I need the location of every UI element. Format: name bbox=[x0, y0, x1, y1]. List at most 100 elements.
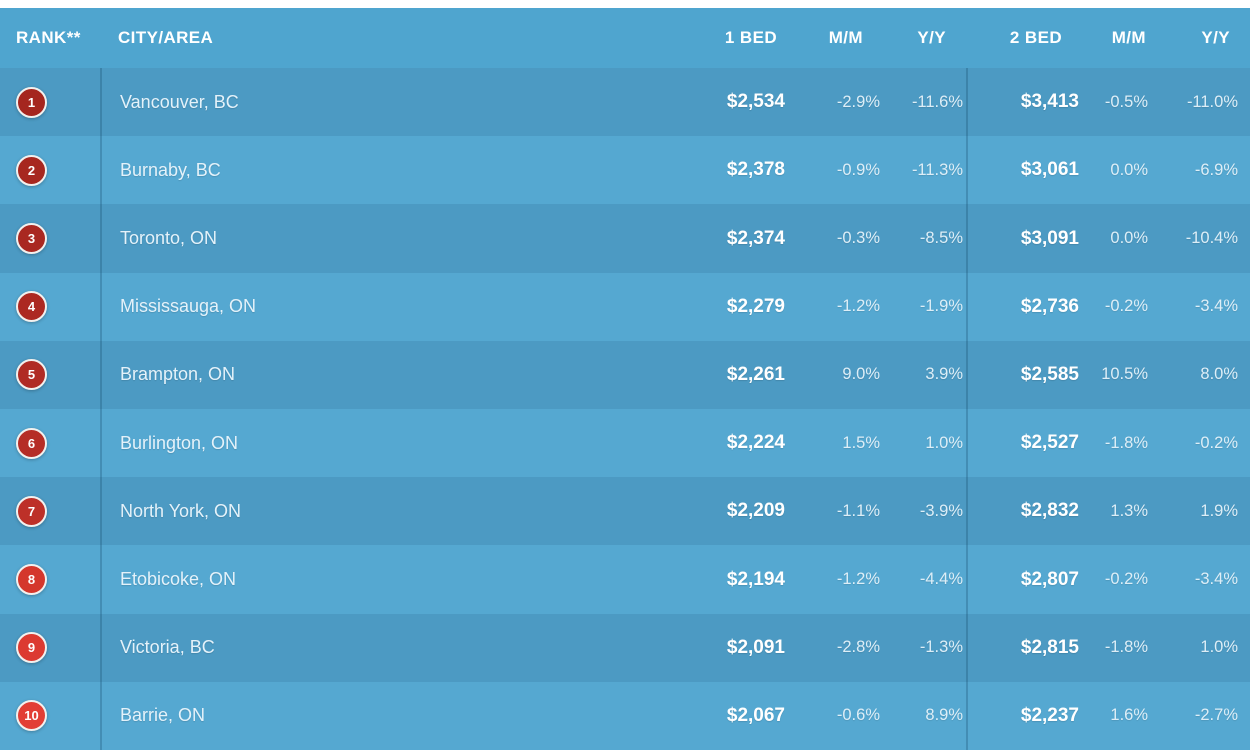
rank-number: 6 bbox=[27, 435, 36, 451]
one-bed-price: $2,209 bbox=[726, 500, 785, 522]
one-bed-yy-change-cell: 8.9% bbox=[880, 706, 966, 725]
one-bed-price-cell: $2,067 bbox=[640, 705, 785, 727]
two-bed-mm-change-cell: 1.6% bbox=[1081, 706, 1148, 725]
two-bed-yy-change-cell: -6.9% bbox=[1148, 161, 1250, 180]
one-bed-mm-change-cell: -0.6% bbox=[785, 706, 880, 725]
one-bed-price: $2,378 bbox=[726, 159, 785, 181]
two-bed-yy-change: -6.9% bbox=[1194, 160, 1238, 179]
two-bed-price-cell: $2,807 bbox=[966, 545, 1081, 614]
two-bed-yy-change-cell: -11.0% bbox=[1148, 93, 1250, 112]
rank-badge: 9 bbox=[16, 632, 47, 664]
two-bed-price: $3,413 bbox=[1020, 91, 1079, 113]
one-bed-yy-change: 3.9% bbox=[925, 365, 963, 384]
city-cell: Barrie, ON bbox=[100, 681, 640, 750]
table-body: 1 Vancouver, BC $2,534 -2.9% -11.6% $3,413 -0.… bbox=[0, 68, 1250, 750]
one-bed-yy-change: 8.9% bbox=[925, 706, 963, 725]
one-bed-yy-change: -8.5% bbox=[919, 229, 963, 247]
city-name: Etobicoke, ON bbox=[120, 569, 237, 590]
two-bed-price: $2,832 bbox=[1020, 500, 1079, 522]
city-cell: Brampton, ON bbox=[100, 340, 640, 410]
one-bed-mm-change-cell: -1.1% bbox=[785, 502, 880, 521]
two-bed-price-cell: $2,736 bbox=[966, 272, 1081, 341]
two-bed-yy-change: -10.4% bbox=[1185, 229, 1238, 247]
rank-number: 10 bbox=[24, 708, 39, 724]
rank-number: 9 bbox=[27, 640, 36, 656]
two-bed-price-cell: $2,815 bbox=[966, 613, 1081, 682]
one-bed-price: $2,374 bbox=[726, 227, 785, 249]
one-bed-mm-change: -0.6% bbox=[836, 706, 880, 725]
one-bed-mm-change: -2.9% bbox=[836, 92, 880, 111]
rank-badge: 6 bbox=[16, 427, 47, 459]
two-bed-mm-change-cell: 1.3% bbox=[1081, 502, 1148, 521]
rank-number: 8 bbox=[27, 572, 36, 588]
table-row: 9 Victoria, BC $2,091 -2.8% -1.3% $2,815 -1.8%… bbox=[0, 613, 1250, 682]
city-cell: Burlington, ON bbox=[100, 409, 640, 478]
two-bed-mm-change: -0.2% bbox=[1104, 570, 1148, 589]
one-bed-price: $2,067 bbox=[726, 704, 785, 726]
city-cell: North York, ON bbox=[100, 477, 640, 546]
one-bed-yy-change: -3.9% bbox=[919, 501, 963, 520]
city-name: Barrie, ON bbox=[120, 705, 206, 726]
two-bed-mm-change-cell: 10.5% bbox=[1081, 365, 1148, 384]
rank-cell: 1 bbox=[0, 86, 100, 118]
two-bed-mm-change: -0.2% bbox=[1104, 297, 1148, 316]
two-bed-yy-change-cell: -10.4% bbox=[1148, 229, 1250, 248]
one-bed-yy-change-cell: -1.3% bbox=[880, 638, 966, 657]
two-bed-price: $2,736 bbox=[1020, 295, 1079, 317]
two-bed-price: $2,585 bbox=[1020, 363, 1079, 385]
one-bed-yy-change-cell: -8.5% bbox=[880, 229, 966, 248]
one-bed-yy-change-cell: -1.9% bbox=[880, 297, 966, 316]
city-name: Toronto, ON bbox=[120, 228, 218, 248]
table-row: 1 Vancouver, BC $2,534 -2.9% -11.6% $3,413 -0.… bbox=[0, 68, 1250, 137]
one-bed-price: $2,534 bbox=[726, 91, 785, 113]
two-bed-price-cell: $2,237 bbox=[966, 681, 1081, 750]
column-header-1bed-yy: Y/Y bbox=[917, 28, 946, 47]
two-bed-price-cell: $2,585 bbox=[966, 340, 1081, 410]
rank-badge: 8 bbox=[16, 564, 47, 596]
column-header-rank: RANK** bbox=[16, 28, 81, 47]
table-row: 5 Brampton, ON $2,261 9.0% 3.9% $2,585 10.5% 8.… bbox=[0, 340, 1250, 410]
column-header-2bed-mm: M/M bbox=[1111, 28, 1146, 47]
rank-number: 1 bbox=[27, 94, 36, 110]
rank-badge: 3 bbox=[16, 223, 47, 254]
two-bed-yy-change: 1.0% bbox=[1200, 638, 1238, 657]
one-bed-mm-change: -1.2% bbox=[836, 297, 880, 316]
rank-badge: 5 bbox=[16, 359, 47, 391]
city-name: Brampton, ON bbox=[120, 364, 236, 385]
rank-cell: 2 bbox=[0, 154, 100, 186]
city-rent-table: RANK** CITY/AREA 1 BED M/M Y/Y 2 BED M/M… bbox=[0, 8, 1250, 750]
two-bed-yy-change: -11.0% bbox=[1186, 92, 1238, 111]
one-bed-mm-change: -1.2% bbox=[836, 570, 880, 589]
two-bed-mm-change: 10.5% bbox=[1101, 365, 1148, 384]
two-bed-yy-change-cell: 1.0% bbox=[1148, 638, 1250, 657]
rank-cell: 10 bbox=[0, 700, 100, 732]
one-bed-mm-change: -0.9% bbox=[836, 160, 880, 179]
rank-cell: 9 bbox=[0, 632, 100, 664]
two-bed-mm-change-cell: -1.8% bbox=[1081, 638, 1148, 657]
rank-badge: 10 bbox=[16, 700, 47, 732]
one-bed-yy-change: -11.6% bbox=[911, 92, 963, 111]
city-name: North York, ON bbox=[120, 500, 242, 521]
two-bed-price: $3,091 bbox=[1020, 227, 1079, 249]
one-bed-price-cell: $2,194 bbox=[640, 569, 785, 591]
two-bed-mm-change: -1.8% bbox=[1104, 433, 1148, 452]
city-name: Vancouver, BC bbox=[120, 91, 239, 112]
two-bed-mm-change: -1.8% bbox=[1104, 638, 1148, 657]
rank-badge: 7 bbox=[16, 495, 47, 527]
rank-cell: 4 bbox=[0, 291, 100, 323]
rank-number: 7 bbox=[27, 503, 36, 519]
one-bed-mm-change: -0.3% bbox=[836, 229, 880, 247]
city-cell: Mississauga, ON bbox=[100, 272, 640, 341]
one-bed-yy-change: -11.3% bbox=[911, 160, 963, 179]
city-name: Victoria, BC bbox=[120, 637, 215, 658]
two-bed-price: $2,807 bbox=[1020, 568, 1079, 590]
one-bed-mm-change-cell: -1.2% bbox=[785, 297, 880, 316]
column-header-1bed: 1 BED bbox=[724, 28, 777, 47]
table-row: 3 Toronto, ON $2,374 -0.3% -8.5% $3,091 0.0% -1… bbox=[0, 204, 1250, 273]
table-row: 6 Burlington, ON $2,224 1.5% 1.0% $2,527 -1.8%… bbox=[0, 409, 1250, 478]
two-bed-price: $2,527 bbox=[1020, 432, 1079, 454]
one-bed-mm-change-cell: -2.8% bbox=[785, 638, 880, 657]
two-bed-yy-change: -0.2% bbox=[1194, 433, 1238, 452]
table-row: 8 Etobicoke, ON $2,194 -1.2% -4.4% $2,807 -0.2… bbox=[0, 545, 1250, 614]
